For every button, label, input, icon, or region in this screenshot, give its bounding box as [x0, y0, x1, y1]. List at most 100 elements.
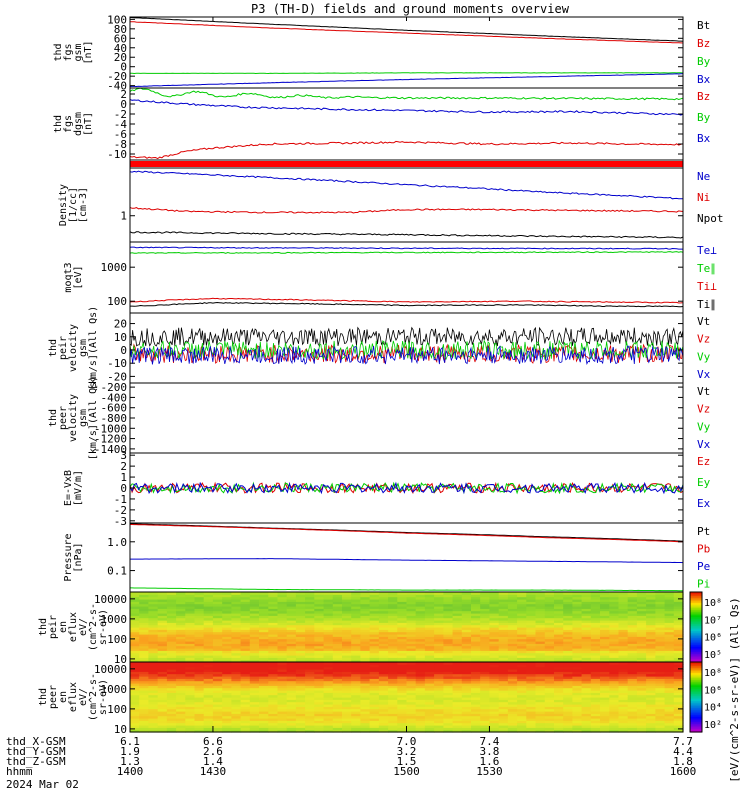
- heatmap-cell: [636, 678, 647, 682]
- heatmap-cell: [166, 594, 177, 598]
- heatmap-cell: [332, 631, 343, 635]
- heatmap-cell: [590, 601, 601, 605]
- heatmap-cell: [166, 715, 177, 719]
- heatmap-cell: [646, 722, 656, 726]
- heatmap-cell: [231, 615, 242, 619]
- heatmap-cell: [424, 592, 435, 595]
- heatmap-cell: [295, 722, 306, 726]
- heatmap-cell: [415, 678, 426, 682]
- heatmap-cell: [222, 631, 232, 635]
- heatmap-cell: [231, 631, 242, 635]
- heatmap-cell: [544, 701, 555, 705]
- heatmap-cell: [277, 678, 288, 682]
- heatmap-cell: [406, 596, 417, 600]
- heatmap-cell: [544, 678, 555, 682]
- heatmap-cell: [369, 673, 380, 677]
- heatmap-cell: [323, 720, 334, 724]
- heatmap-cell: [139, 683, 149, 686]
- heatmap-cells: [130, 662, 684, 733]
- heatmap-cell: [203, 648, 214, 651]
- heatmap-cell: [609, 606, 620, 609]
- heatmap-cell: [212, 715, 223, 719]
- heatmap-cell: [480, 669, 490, 672]
- heatmap-cell: [618, 720, 629, 724]
- heatmap-cell: [563, 655, 573, 658]
- heatmap-cell: [185, 645, 196, 649]
- heatmap-cell: [314, 706, 325, 710]
- heatmap-cell: [231, 610, 242, 614]
- heatmap-cell: [342, 652, 352, 656]
- heatmap-cell: [397, 699, 408, 703]
- heatmap-cell: [222, 650, 232, 654]
- heatmap-cell: [139, 615, 149, 619]
- heatmap-cell: [268, 638, 279, 642]
- heatmap-cell: [388, 655, 398, 658]
- heatmap-cell: [240, 673, 251, 677]
- heatmap-cell: [489, 701, 500, 705]
- heatmap-cell: [406, 624, 417, 628]
- heatmap-cell: [185, 720, 196, 724]
- heatmap-cell: [498, 601, 509, 605]
- heatmap-cell: [323, 685, 334, 689]
- heatmap-cell: [434, 669, 444, 672]
- heatmap-cell: [609, 615, 620, 619]
- heatmap-cell: [342, 636, 352, 640]
- heatmap-cell: [434, 641, 444, 644]
- heatmap-cell: [212, 650, 223, 654]
- heatmap-cell: [342, 687, 352, 691]
- heatmap-cell: [480, 608, 490, 612]
- heatmap-cell: [434, 634, 444, 637]
- heatmap-cell: [424, 594, 435, 598]
- heatmap-cell: [406, 620, 417, 623]
- heatmap-cell: [572, 685, 583, 689]
- heatmap-cell: [636, 606, 647, 609]
- heatmap-cell: [452, 713, 463, 717]
- heatmap-cell: [636, 601, 647, 605]
- heatmap-cell: [286, 655, 297, 658]
- heatmap-cell: [388, 673, 398, 677]
- y-axis-label-line: thd: [38, 688, 49, 706]
- colorbar-swatch: [690, 609, 702, 612]
- heatmap-cell: [646, 694, 656, 698]
- heatmap-cell: [249, 657, 260, 661]
- heatmap-cell: [618, 636, 629, 640]
- heatmap-cell: [351, 725, 361, 728]
- series-Ex: [129, 481, 684, 495]
- heatmap-cell: [314, 711, 325, 714]
- heatmap-cell: [507, 659, 518, 663]
- heatmap-cell: [176, 704, 186, 707]
- heatmap-cell: [166, 697, 177, 700]
- heatmap-cell: [581, 692, 592, 696]
- heatmap-cell: [139, 725, 149, 728]
- heatmap-cell: [397, 711, 408, 714]
- heatmap-cell: [517, 634, 527, 637]
- heatmap-cell: [157, 627, 168, 630]
- heatmap-cell: [314, 708, 325, 712]
- heatmap-cell: [618, 701, 629, 705]
- heatmap-cell: [517, 662, 527, 665]
- colorbar-swatch: [690, 621, 702, 625]
- colorbar-swatch: [690, 683, 702, 686]
- heatmap-cell: [259, 729, 269, 733]
- heatmap-cell: [461, 659, 472, 663]
- heatmap-cell: [618, 650, 629, 654]
- heatmap-cell: [526, 680, 537, 684]
- heatmap-cell: [342, 613, 352, 616]
- heatmap-cell: [286, 715, 297, 719]
- heatmap-cell: [360, 631, 371, 635]
- heatmap-cell: [305, 650, 315, 654]
- colorbar-swatch: [690, 642, 702, 646]
- heatmap-cell: [646, 687, 656, 691]
- heatmap-cell: [332, 617, 343, 621]
- heatmap-cell: [507, 662, 518, 665]
- heatmap-cell: [295, 624, 306, 628]
- heatmap-cell: [286, 641, 297, 644]
- heatmap-cell: [443, 636, 454, 640]
- heatmap-cell: [222, 592, 232, 595]
- heatmap-cell: [636, 715, 647, 719]
- heatmap-cell: [203, 624, 214, 628]
- heatmap-cell: [139, 687, 149, 691]
- series-Ti∥: [130, 301, 684, 308]
- heatmap-cell: [406, 687, 417, 691]
- heatmap-cell: [415, 699, 426, 703]
